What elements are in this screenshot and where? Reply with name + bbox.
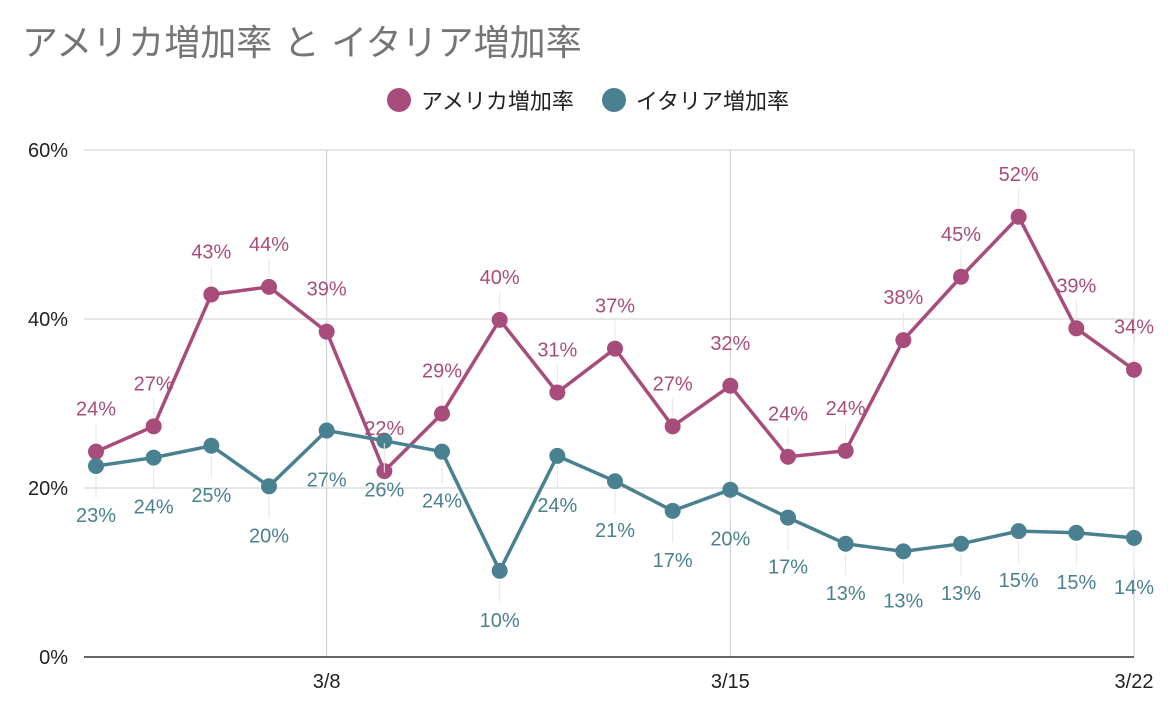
data-point-1: [88, 458, 104, 475]
data-label-0: 34%: [1114, 317, 1154, 339]
data-point-0: [318, 323, 335, 340]
data-label-0: 22%: [364, 418, 404, 440]
data-label-0: 24%: [826, 398, 866, 420]
data-label-1: 20%: [710, 529, 750, 551]
chart-title: アメリカ増加率 と イタリア増加率: [22, 23, 582, 64]
data-point-1: [1126, 529, 1142, 546]
data-label-0: 43%: [191, 241, 231, 263]
data-label-1: 24%: [537, 495, 577, 517]
data-label-1: 13%: [941, 583, 981, 605]
data-label-1: 14%: [1114, 577, 1154, 599]
data-point-0: [953, 268, 969, 285]
data-point-0: [203, 286, 220, 303]
data-label-1: 13%: [826, 583, 866, 605]
y-tick-label: 40%: [28, 309, 68, 331]
data-point-0: [549, 384, 566, 401]
data-point-1: [664, 502, 681, 519]
data-label-1: 26%: [364, 480, 404, 502]
data-label-0: 24%: [768, 404, 808, 426]
data-label-0: 32%: [710, 333, 750, 355]
data-point-1: [491, 562, 508, 579]
data-label-0: 45%: [941, 224, 981, 246]
data-point-1: [722, 481, 739, 498]
data-label-1: 17%: [768, 557, 808, 579]
data-label-0: 27%: [134, 373, 174, 395]
axes: 0% 20% 40% 60% 3/8 3/15 3/22: [28, 140, 1154, 693]
data-point-1: [895, 543, 912, 560]
data-point-1: [318, 422, 335, 439]
legend-label-italy: イタリア増加率: [635, 90, 790, 115]
data-point-1: [376, 432, 393, 449]
data-label-0: 44%: [249, 234, 289, 256]
data-point-0: [1126, 361, 1142, 378]
data-label-1: 25%: [191, 485, 231, 507]
data-label-1: 20%: [249, 525, 289, 547]
x-tick-label: 3/15: [711, 671, 750, 693]
data-label-1: 17%: [653, 550, 693, 572]
data-label-0: 52%: [999, 164, 1039, 186]
data-point-1: [145, 449, 162, 466]
data-label-0: 31%: [537, 340, 577, 362]
data-label-1: 10%: [480, 610, 520, 632]
data-point-1: [837, 535, 854, 552]
series-layer: [88, 208, 1142, 579]
data-label-1: 13%: [883, 590, 923, 612]
data-label-0: 29%: [422, 361, 462, 383]
data-point-1: [549, 447, 566, 464]
data-point-1: [261, 478, 277, 495]
data-point-0: [607, 340, 623, 357]
data-point-1: [953, 535, 969, 552]
y-tick-label: 20%: [28, 478, 68, 500]
data-point-0: [664, 418, 681, 435]
data-label-0: 39%: [307, 279, 347, 301]
data-point-0: [722, 377, 739, 394]
data-point-0: [145, 418, 162, 435]
data-point-1: [1068, 524, 1085, 541]
grid-lines: [84, 149, 1135, 657]
data-point-0: [780, 448, 796, 465]
data-label-1: 27%: [307, 470, 347, 492]
y-tick-label: 0%: [39, 647, 68, 669]
data-labels: 24% 27% 43% 44% 39% 22% 29% 40% 31% 37% 27% 32% 24% 2…: [76, 164, 1154, 632]
legend-label-usa: アメリカ増加率: [420, 90, 574, 115]
data-label-1: 15%: [1056, 572, 1096, 594]
data-point-0: [434, 405, 450, 422]
data-point-0: [491, 311, 508, 328]
data-point-0: [88, 443, 104, 460]
legend-marker-italy: [601, 88, 626, 112]
data-label-0: 38%: [883, 287, 923, 309]
data-label-1: 21%: [595, 520, 635, 542]
data-label-1: 23%: [76, 505, 116, 527]
x-tick-label: 3/22: [1115, 671, 1154, 693]
data-label-0: 37%: [595, 296, 635, 318]
data-point-0: [1010, 208, 1027, 225]
data-point-1: [203, 437, 220, 454]
data-point-0: [1068, 320, 1085, 337]
legend-item-italy[interactable]: イタリア増加率: [601, 84, 790, 116]
data-label-1: 24%: [422, 491, 462, 513]
data-point-0: [895, 332, 912, 349]
data-point-0: [837, 442, 854, 459]
data-label-1: 24%: [134, 497, 174, 519]
legend: アメリカ増加率 イタリア増加率: [0, 84, 1176, 116]
data-label-0: 24%: [76, 399, 116, 421]
data-point-1: [780, 509, 796, 526]
data-point-1: [607, 473, 623, 490]
data-label-0: 40%: [480, 267, 520, 289]
data-label-0: 39%: [1056, 275, 1096, 297]
legend-item-usa[interactable]: アメリカ増加率: [386, 84, 574, 116]
x-tick-label: 3/8: [313, 671, 341, 693]
data-label-0: 27%: [653, 373, 693, 395]
data-point-0: [261, 278, 277, 295]
data-point-1: [434, 443, 450, 460]
y-tick-label: 60%: [28, 140, 68, 162]
data-point-1: [1010, 523, 1027, 540]
data-label-1: 15%: [999, 570, 1039, 592]
legend-marker-usa: [386, 88, 411, 112]
